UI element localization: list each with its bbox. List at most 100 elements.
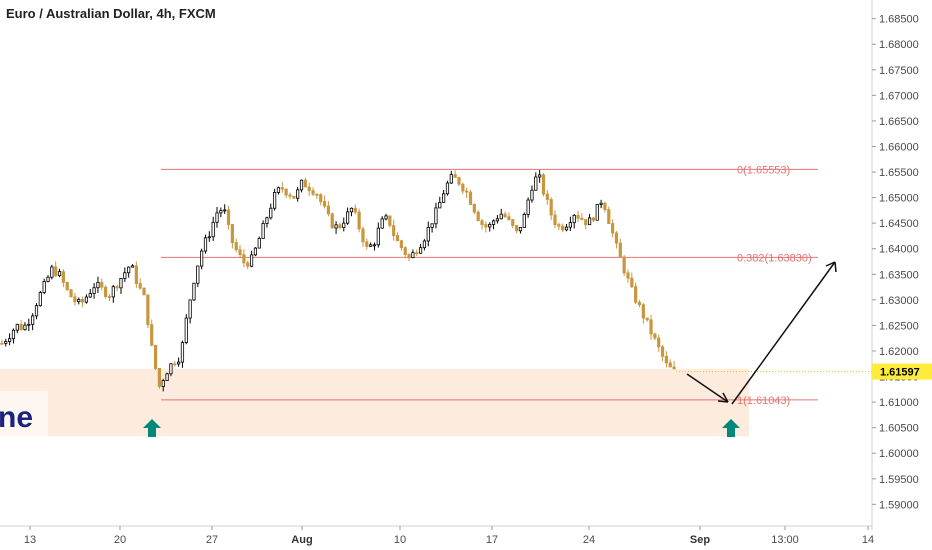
fib-level-label: 0(1.65553) — [737, 164, 790, 176]
candle-body — [8, 338, 12, 342]
current-price-value: 1.61597 — [880, 367, 920, 379]
candle-body — [161, 380, 165, 387]
candle-body — [365, 241, 369, 247]
candle-body — [150, 324, 154, 346]
y-tick-label: 1.67000 — [879, 90, 919, 102]
candle-body — [599, 202, 603, 205]
candle-body — [84, 296, 89, 303]
candle-body — [472, 204, 476, 213]
candle-body — [484, 224, 488, 228]
candle-body — [649, 319, 653, 335]
candle-body — [634, 286, 638, 303]
candle-body — [491, 220, 496, 225]
candle-body — [296, 189, 300, 199]
candle-body — [265, 217, 269, 224]
candle-body — [353, 207, 357, 213]
candle-body — [96, 281, 100, 289]
candle-body — [130, 265, 135, 268]
candle-body — [342, 222, 346, 228]
candle-body — [326, 205, 330, 215]
candle-body — [273, 192, 277, 209]
candle-body — [607, 209, 611, 224]
candle-body — [584, 219, 588, 226]
y-tick-label: 1.60500 — [879, 423, 919, 435]
candle-body — [203, 237, 208, 252]
y-tick-label: 1.59500 — [879, 474, 919, 486]
candle-body — [34, 305, 39, 317]
y-tick-label: 1.68000 — [879, 39, 919, 51]
candle-body — [27, 323, 31, 326]
y-axis[interactable]: 1.68500 1.68000 1.67500 1.67000 1.66500 1.660… — [872, 14, 919, 512]
projection-arrows[interactable] — [686, 261, 837, 405]
candle-body — [611, 223, 615, 234]
y-tick-label: 1.68500 — [879, 14, 919, 26]
y-tick-label: 1.60000 — [879, 448, 919, 460]
candle-body — [557, 224, 561, 227]
fib-level-label: 0.382(1.63830) — [737, 252, 812, 264]
candle-body — [142, 287, 146, 296]
candle-body — [253, 247, 258, 256]
candle-body — [346, 211, 350, 224]
x-tick-label: 27 — [206, 534, 218, 546]
fibonacci-retracement[interactable]: 0(1.65553) 0.382(1.63830) 1(1.61043) — [161, 164, 818, 407]
candle-body — [653, 333, 657, 339]
x-tick-label: 13 — [24, 534, 36, 546]
candle-body — [223, 209, 227, 212]
zone-label: ne — [0, 401, 33, 434]
zone-label-box — [0, 391, 48, 441]
candle-body — [660, 346, 665, 357]
candle-body — [69, 289, 73, 298]
y-tick-label: 1.64000 — [879, 244, 919, 256]
candle-body — [411, 252, 415, 259]
candle-body — [507, 216, 511, 220]
candle-body — [292, 195, 296, 199]
x-tick-label: Aug — [291, 534, 312, 546]
candle-body — [196, 265, 200, 284]
candle-body — [549, 199, 553, 216]
candle-body — [422, 240, 427, 249]
x-axis[interactable]: 13 20 27 Aug 10 17 24 Sep 13:00 14 — [24, 526, 874, 546]
demand-zone[interactable] — [0, 368, 749, 437]
candle-body — [380, 218, 384, 229]
candle-body — [442, 193, 446, 203]
candle-body — [257, 238, 261, 249]
arrow-up-line — [731, 261, 836, 405]
candle-body — [457, 177, 461, 185]
candle-body — [73, 296, 77, 303]
y-tick-label: 1.67500 — [879, 65, 919, 77]
candle-body — [157, 368, 161, 387]
candle-body — [169, 363, 173, 375]
candle-body — [618, 242, 622, 258]
candle-body — [603, 202, 607, 210]
candle-body — [468, 191, 473, 205]
candle-body — [192, 282, 196, 301]
candle-body — [4, 341, 8, 344]
candle-body — [657, 337, 661, 348]
candle-body — [434, 207, 438, 225]
x-tick-label: 24 — [583, 534, 595, 546]
arrow-up-head — [825, 261, 837, 273]
candle-body — [568, 222, 572, 228]
candle-body — [153, 344, 158, 369]
candle-body — [242, 254, 246, 264]
candle-body — [15, 323, 19, 331]
candle-body — [230, 224, 234, 243]
candle-body — [372, 244, 377, 247]
candle-body — [668, 362, 672, 368]
candle-body — [495, 218, 499, 222]
x-tick-label: 10 — [394, 534, 406, 546]
candle-body — [107, 296, 112, 298]
candle-body — [622, 256, 626, 274]
candle-body — [595, 204, 599, 221]
candle-body — [499, 213, 503, 220]
y-tick-label: 1.61000 — [879, 397, 919, 409]
candle-body — [123, 272, 127, 279]
candle-body — [50, 266, 54, 278]
candle-body — [57, 271, 62, 277]
candle-body — [246, 262, 250, 267]
candle-body — [576, 215, 580, 219]
candle-body — [438, 201, 442, 209]
y-tick-label: 1.66000 — [879, 141, 919, 153]
candle-body — [403, 247, 407, 255]
